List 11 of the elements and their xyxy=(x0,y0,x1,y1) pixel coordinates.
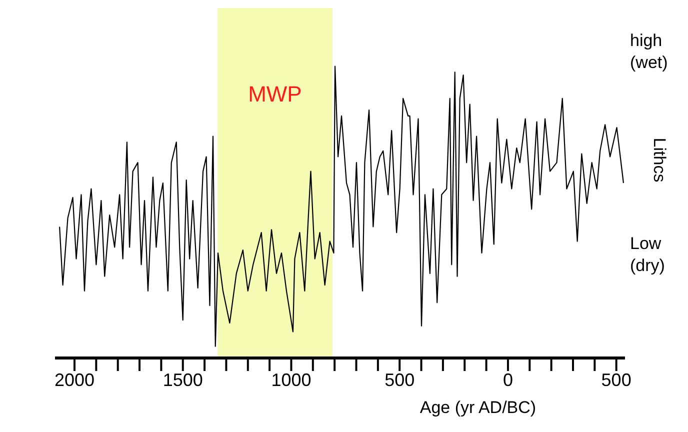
x-tick-label: 1000 xyxy=(271,370,312,390)
x-tick-label: 500 xyxy=(384,370,415,390)
x-tick-label: 1500 xyxy=(162,370,203,390)
x-tick-label: 0 xyxy=(502,370,513,390)
x-axis-title: Age (yr AD/BC) xyxy=(418,398,538,418)
y-axis-title: Lithcs xyxy=(649,136,669,184)
x-tick-label: 2000 xyxy=(54,370,95,390)
band-label: MWP xyxy=(248,82,302,107)
x-tick-label: 500 xyxy=(601,370,632,390)
text: Low (dry) xyxy=(630,233,666,277)
text: high (wet) xyxy=(630,30,669,74)
